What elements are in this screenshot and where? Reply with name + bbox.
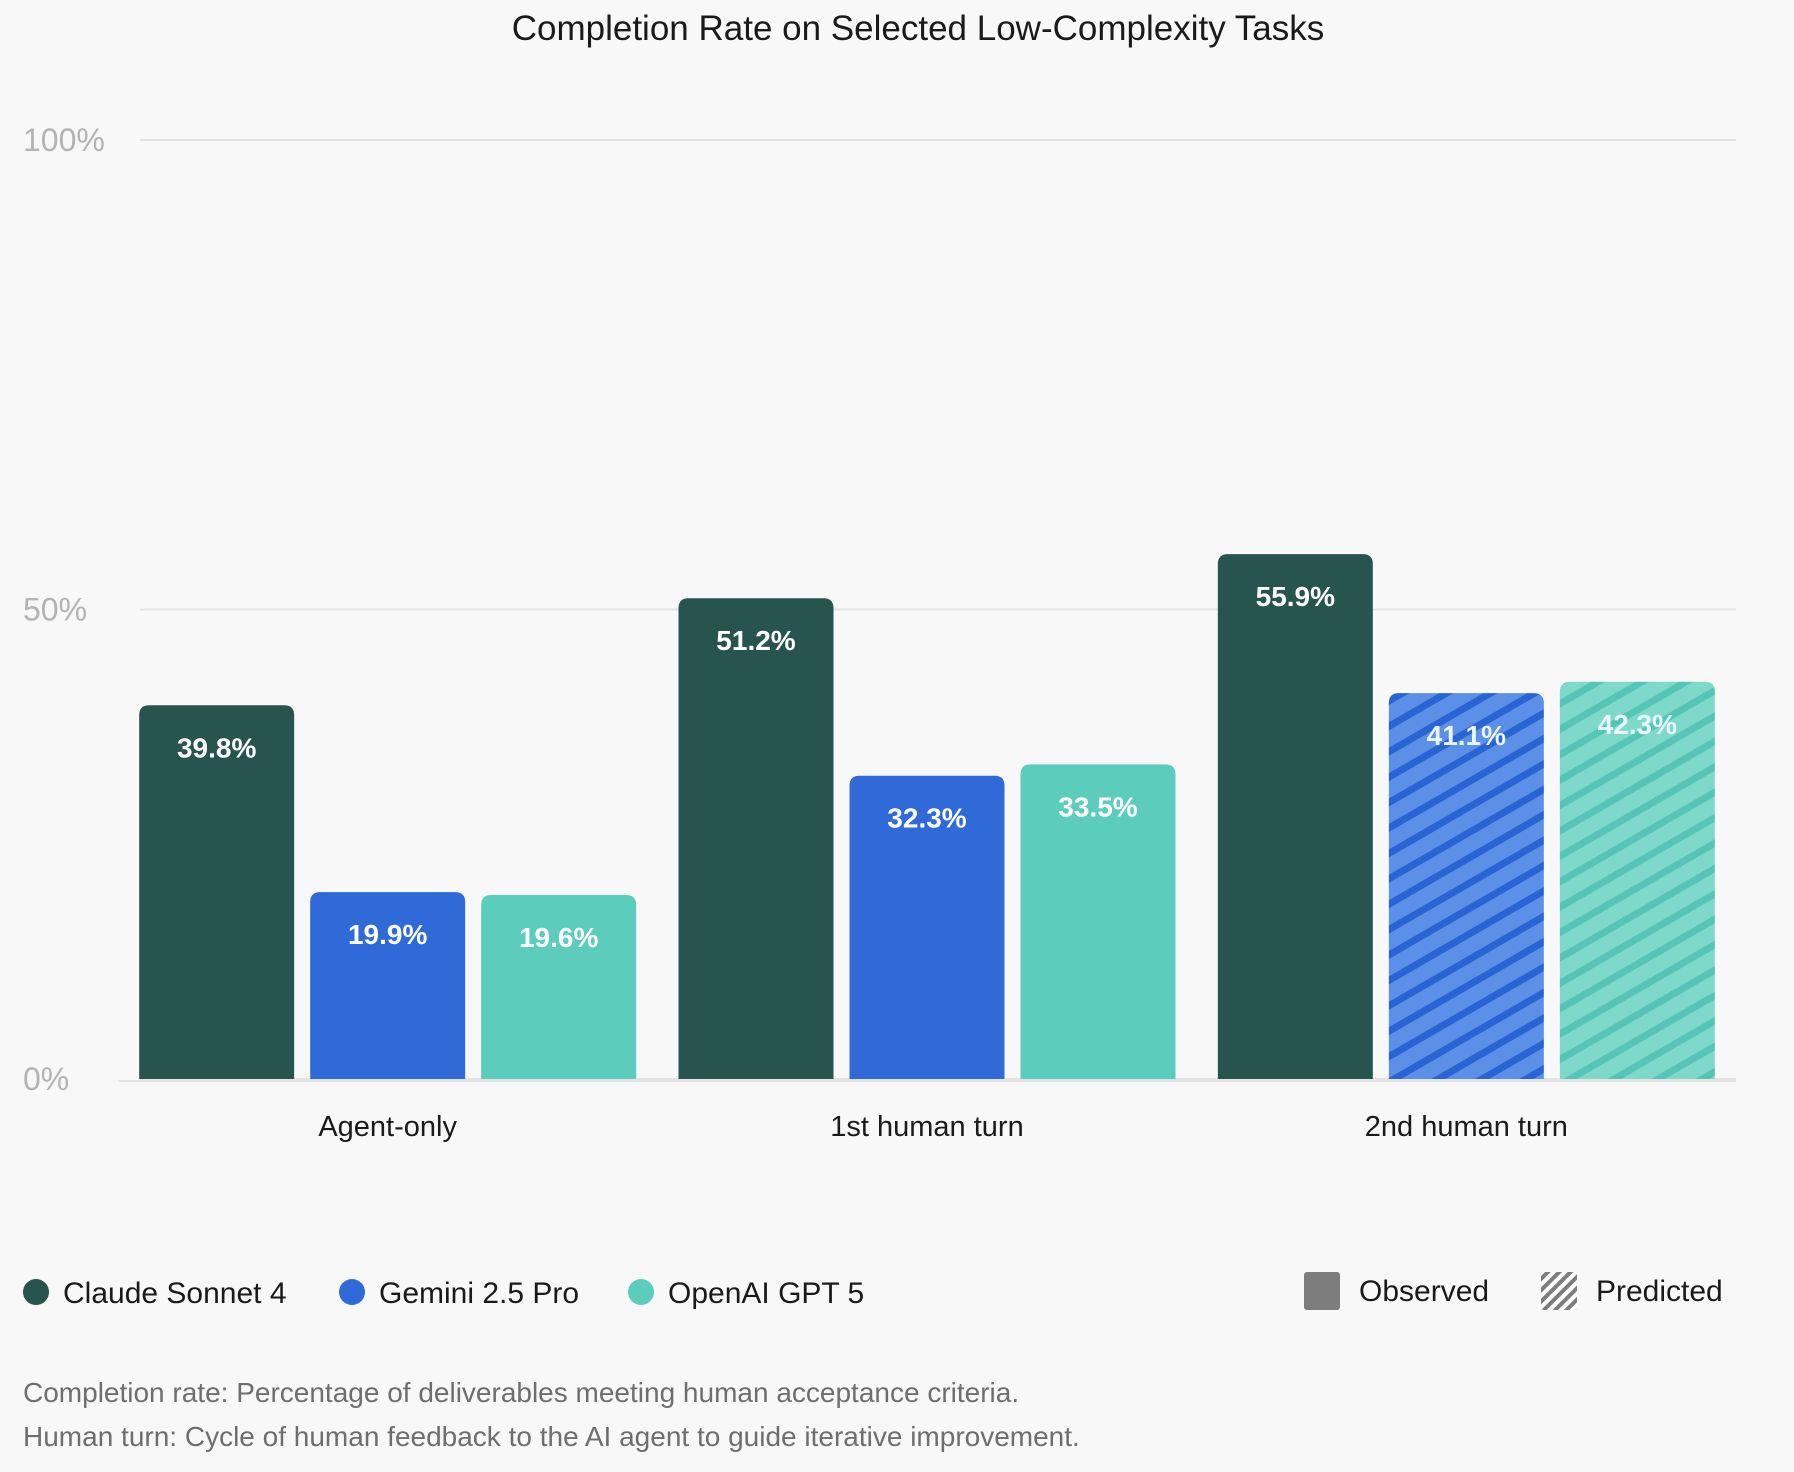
legend-label-observed: Observed [1359,1275,1489,1308]
legend-label-claude-sonnet-4: Claude Sonnet 4 [63,1277,287,1310]
bar-label-claude-sonnet-4-2nd-human-turn: 55.9% [1256,581,1335,612]
bar-label-gemini-2-5-pro-1st-human-turn: 32.3% [887,803,966,834]
bars [139,554,1715,1079]
legend-swatch-gemini-2-5-pro [339,1279,365,1305]
bar-label-openai-gpt-5-2nd-human-turn: 42.3% [1598,709,1677,740]
y-tick-label-100: 100% [23,122,105,158]
y-tick-label-50: 50% [23,592,87,628]
legend-swatch-predicted [1541,1272,1577,1310]
bar-label-claude-sonnet-4-agent-only: 39.8% [177,732,256,763]
style-legend: Observed Predicted [1304,1272,1723,1310]
bar-claude-sonnet-4-1st-human-turn [678,598,834,1079]
legend-label-predicted: Predicted [1596,1275,1723,1308]
legend-swatch-openai-gpt-5 [628,1279,654,1305]
bar-gemini-2-5-pro-agent-only [310,892,466,1079]
bar-gemini-2-5-pro-2nd-human-turn [1388,693,1544,1079]
x-tick-label-agent-only: Agent-only [318,1111,457,1143]
y-tick-label-0: 0% [23,1061,69,1097]
bar-label-openai-gpt-5-agent-only: 19.6% [519,922,598,953]
legend-label-gemini-2-5-pro: Gemini 2.5 Pro [379,1277,579,1310]
legend-label-openai-gpt-5: OpenAI GPT 5 [668,1277,864,1310]
bar-label-gemini-2-5-pro-agent-only: 19.9% [348,919,427,950]
y-axis-ticks: 0% 50% 100% [23,122,105,1097]
bar-openai-gpt-5-agent-only [481,894,637,1079]
bar-label-claude-sonnet-4-1st-human-turn: 51.2% [716,625,795,656]
chart-title: Completion Rate on Selected Low-Complexi… [512,9,1325,48]
legend-swatch-observed [1304,1272,1340,1310]
legend-swatch-claude-sonnet-4 [23,1279,49,1305]
bar-claude-sonnet-4-agent-only [139,705,295,1079]
bar-value-labels: 39.8% 19.9% 19.6% 51.2% 32.3% 33.5% 55.9% 41.1%… [177,581,1677,953]
bar-gemini-2-5-pro-1st-human-turn [849,775,1005,1079]
bar-openai-gpt-5-2nd-human-turn [1559,681,1715,1079]
footnote-human-turn: Human turn: Cycle of human feedback to t… [23,1421,1080,1452]
x-tick-label-1st-human-turn: 1st human turn [830,1111,1023,1143]
bar-label-openai-gpt-5-1st-human-turn: 33.5% [1058,791,1137,822]
x-axis-ticks: Agent-only 1st human turn 2nd human turn [318,1111,1568,1143]
x-tick-label-2nd-human-turn: 2nd human turn [1365,1111,1568,1143]
bar-openai-gpt-5-1st-human-turn [1020,764,1176,1079]
footnote-completion-rate: Completion rate: Percentage of deliverab… [23,1377,1019,1408]
bar-label-gemini-2-5-pro-2nd-human-turn: 41.1% [1427,720,1506,751]
series-legend: Claude Sonnet 4 Gemini 2.5 Pro OpenAI GP… [23,1277,864,1310]
bar-claude-sonnet-4-2nd-human-turn [1217,554,1373,1079]
